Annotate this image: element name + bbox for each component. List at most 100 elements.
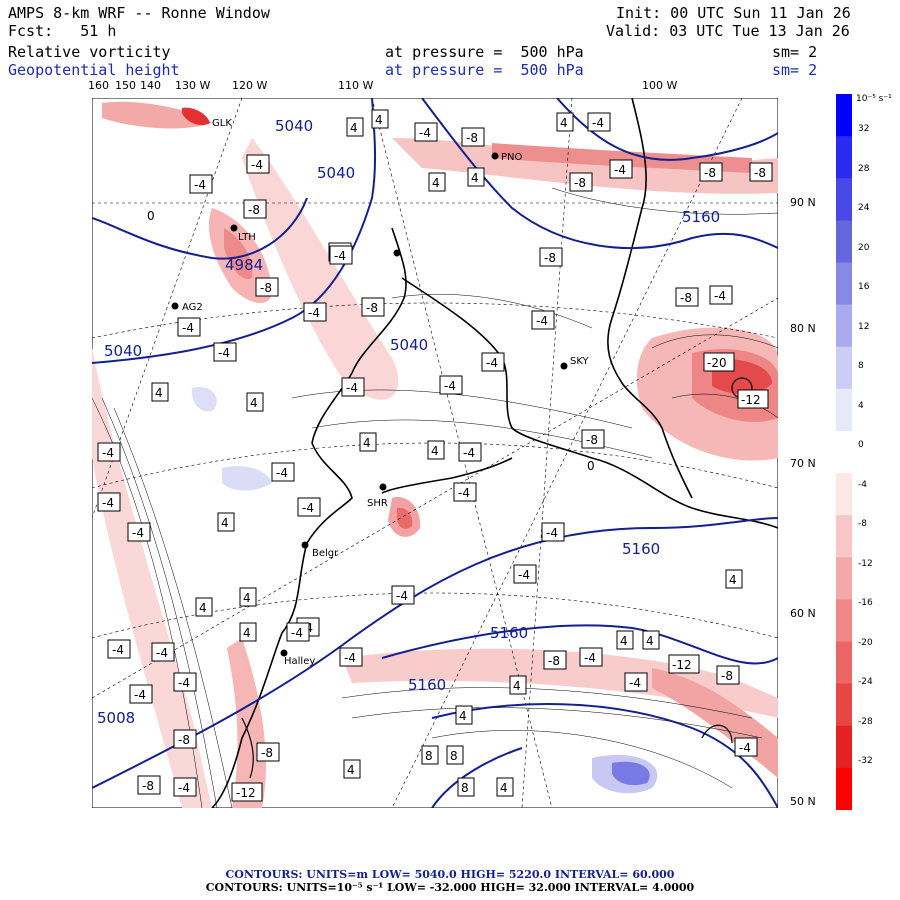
vort-label-box: -4 [531,310,555,330]
vort-label: -4 [346,381,358,395]
vort-label: -4 [444,379,456,393]
colorbar-tick-label: 4 [858,400,864,411]
vort-label-box: 4 [371,109,389,129]
vort-label: 4 [375,113,383,127]
vort-label-box: -4 [339,647,363,667]
vort-label-box: -8 [543,650,567,670]
vorticity-labels: -4 -4 -8 -8 -4 4 4 -4 -8 4 4 4 -4 -8 -4 … [97,109,773,802]
colorbar-segment [836,304,852,348]
vort-label: -8 [261,746,273,760]
vort-label: 4 [243,626,251,640]
vort-label-box: -4 [107,639,131,659]
vort-label: 8 [425,749,433,763]
colorbar-segment [836,599,852,643]
colorbar-tick-label: -16 [858,598,873,608]
vort-label-box: -12 [231,782,263,802]
colorbar-tick-label: 28 [858,163,870,174]
colorbar-segment [836,641,852,685]
station-label-belgr: Belgr [312,548,339,559]
colorbar-tick-label: 0 [858,440,864,450]
vort-label: 4 [500,781,508,795]
station-markers [171,152,568,657]
colorbar-tick-label: -32 [858,756,873,766]
lon-label-110w: 110 W [338,79,374,92]
vort-label-box: -4 [246,154,270,174]
vort-label: -4 [714,289,726,303]
vort-label: 4 [199,601,207,615]
vort-zero-label: 0 [587,459,595,473]
vort-label: 8 [450,749,458,763]
vort-label-box: -8 [256,742,280,762]
vort-label-box: -4 [173,777,197,797]
vort-label-box: -8 [255,277,279,297]
field1-smoothing: sm= 2 [772,43,818,61]
vort-label: -4 [156,646,168,660]
vort-label-box: -4 [587,112,611,132]
colorbar-tick-label: -20 [858,637,873,648]
vort-label: -8 [248,203,260,217]
vort-label: -4 [218,346,230,360]
colorbar-tick-label: -24 [858,677,873,687]
vort-label: 4 [243,591,251,605]
vort-label: 4 [620,634,628,648]
vort-label-box: 8 [421,745,439,765]
vorticity-contours [92,187,778,808]
colorbar-segment [836,262,852,306]
lon-label-140: 140 [140,79,161,92]
colorbar-segment [836,346,852,390]
vort-label-box: 4 [509,675,527,695]
vort-label-box: -4 [513,564,537,584]
vort-label-box: 4 [217,512,235,532]
station-label-halley: Halley [284,656,315,667]
vort-label: -12 [741,393,761,407]
vort-label-box: -8 [361,297,385,317]
vort-label-box: -8 [173,729,197,749]
field2-name: Geopotential height [8,61,180,79]
vort-label: 4 [729,573,737,587]
vort-label-box: -8 [749,162,773,182]
lat-label-80n: 80 N [790,322,816,335]
vort-label: -8 [548,654,560,668]
vort-label-box: -4 [439,375,463,395]
station-dot-aux [393,249,401,257]
vort-label: -4 [178,781,190,795]
vort-label-box: 4 [195,597,213,617]
vort-label: -4 [629,676,641,690]
colorbar-tick-label: -28 [858,716,873,727]
vort-label: -4 [302,501,314,515]
vort-label: 4 [431,444,439,458]
vort-label: -8 [544,251,556,265]
vort-label-box: -4 [709,285,733,305]
vort-label-box: 4 [246,392,264,412]
vort-label: -4 [614,163,626,177]
vort-label: -4 [132,526,144,540]
vort-label: -8 [704,166,716,180]
lat-label-70n: 70 N [790,457,816,470]
vort-label-box: -4 [329,245,353,265]
lat-label-50n: 50 N [790,795,816,808]
station-label-glk: GLK [212,118,232,129]
vort-label-box: 4 [455,705,473,725]
colorbar-unit: 10⁻⁵ s⁻¹ [856,94,892,104]
vort-label-box: 8 [446,745,464,765]
vort-label: 4 [155,386,163,400]
vort-label: -8 [178,733,190,747]
colorbar-segment [836,683,852,727]
vort-label-box: -4 [151,642,175,662]
vort-label-box: -4 [129,684,153,704]
height-label: 5160 [408,676,446,694]
vort-label: -8 [260,281,272,295]
vort-label: -4 [419,126,431,140]
vort-label-box: -4 [414,122,438,142]
station-label-lth: LTH [238,232,256,243]
station-dot-shr [379,483,387,491]
colorbar-segment [836,473,852,516]
vort-label-box: -4 [609,159,633,179]
vort-label: -4 [194,178,206,192]
vort-label: -4 [344,651,356,665]
colorbar-tick-label: 16 [858,282,870,292]
colorbar-segment [836,557,852,600]
vort-label-box: -20 [703,352,735,372]
vort-label-box: 4 [642,630,660,650]
colorbar-segment [836,178,852,221]
